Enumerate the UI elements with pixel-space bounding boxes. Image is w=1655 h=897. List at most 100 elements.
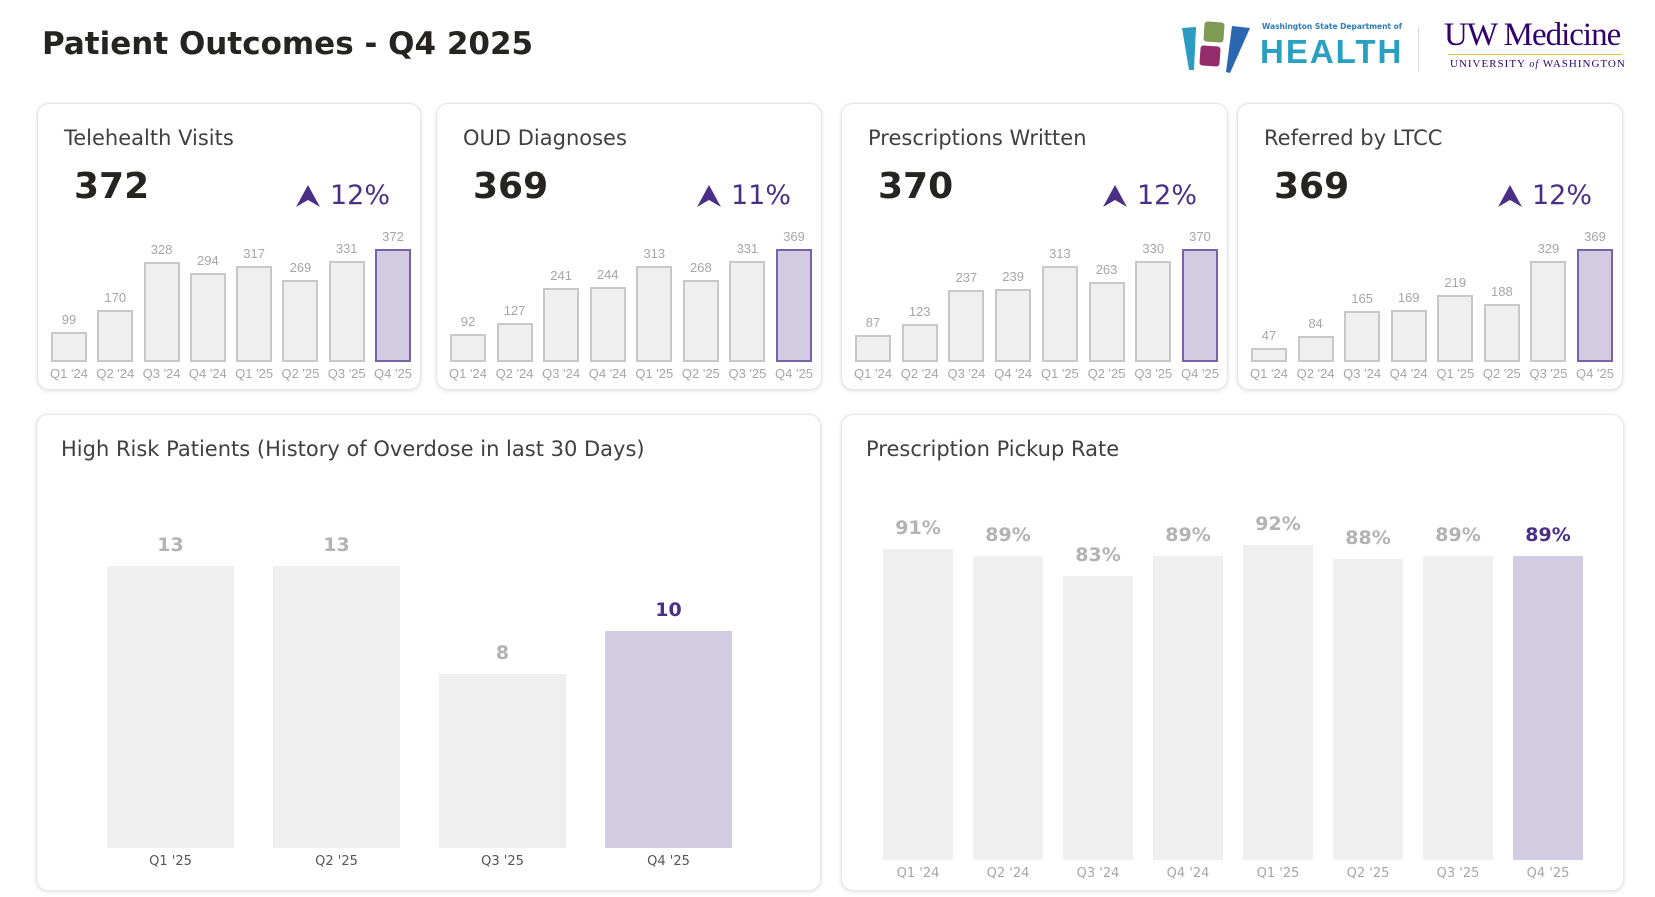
uw-medicine-logo: UW Medicine: [1444, 17, 1621, 53]
data-label: 92%: [1255, 513, 1301, 536]
chart-title: High Risk Patients (History of Overdose …: [61, 437, 645, 461]
category-label: Q1 '24: [50, 366, 88, 381]
category-label: Q3 '25: [728, 366, 767, 381]
category-label: Q4 '24: [994, 366, 1033, 381]
kpi-value: 370: [878, 166, 954, 207]
bar: [1182, 249, 1218, 362]
kpi-delta-value: 11%: [730, 180, 791, 211]
data-label: 89%: [1165, 523, 1211, 546]
kpi-title: Referred by LTCC: [1264, 126, 1443, 150]
kpi-card-prescriptions-written: Prescriptions Written 370 12% 87 Q1 '24 12…: [841, 103, 1228, 390]
bar: [1251, 347, 1287, 362]
data-label: 88%: [1345, 527, 1391, 550]
data-label: 313: [1048, 246, 1071, 262]
bar: [636, 266, 673, 362]
data-label: 87: [865, 315, 881, 331]
data-label: 369: [1584, 229, 1606, 244]
doh-health-text: HEALTH: [1260, 33, 1404, 70]
category-label: Q3 '25: [481, 854, 524, 869]
data-label: 84: [1308, 316, 1323, 332]
data-label: 244: [596, 267, 619, 283]
data-label: 92: [460, 313, 476, 329]
category-label: Q2 '25: [1482, 366, 1521, 381]
category-label: Q2 '24: [986, 866, 1030, 881]
category-label: Q3 '25: [1436, 866, 1480, 881]
kpi-delta-value: 12%: [1136, 180, 1197, 211]
data-label: 268: [689, 259, 712, 275]
data-label: 165: [1351, 291, 1373, 307]
bar: [1135, 261, 1172, 362]
bar: [776, 249, 812, 362]
kpi-card-oud-diagnoses: OUD Diagnoses 369 11% 92 Q1 '24 127 Q2 '24 2…: [436, 103, 822, 390]
bar: [97, 310, 134, 362]
data-label: 89%: [1525, 523, 1571, 546]
category-label: Q2 '24: [1296, 366, 1335, 381]
bar: [883, 548, 953, 860]
data-label: 99: [61, 311, 77, 327]
bar: [1513, 555, 1583, 860]
bar: [543, 288, 580, 362]
bar: [107, 566, 234, 848]
kpi-delta: 12%: [1497, 180, 1592, 211]
data-label: 8: [495, 642, 510, 665]
data-label: 241: [550, 268, 572, 284]
data-label: 372: [382, 229, 404, 244]
bar: [973, 555, 1043, 860]
bar: [273, 566, 400, 848]
category-label: Q4 '25: [775, 366, 813, 381]
page-title: Patient Outcomes - Q4 2025: [42, 26, 534, 62]
bar: [1423, 555, 1493, 860]
data-label: 369: [783, 229, 805, 244]
arrow-up-icon: [696, 184, 721, 207]
data-label: 47: [1261, 327, 1277, 343]
category-label: Q3 '24: [542, 366, 581, 381]
bar: [1577, 249, 1613, 362]
kpi-value: 369: [473, 166, 549, 207]
data-label: 169: [1397, 290, 1420, 306]
bar: [51, 331, 87, 362]
data-label: 329: [1537, 241, 1560, 257]
bar: [729, 260, 766, 362]
kpi-trend-chart: 47 Q1 '24 84 Q2 '24 165 Q3 '24 169 Q4 '24 219 Q1 …: [1238, 104, 1624, 391]
arrow-up-icon: [1497, 184, 1522, 207]
data-label: 239: [1002, 269, 1024, 284]
data-label: 91%: [895, 516, 941, 539]
kpi-card-referred-by-ltcc: Referred by LTCC 369 12% 47 Q1 '24 84 Q2 '2…: [1237, 103, 1623, 390]
category-label: Q3 '25: [1529, 366, 1568, 381]
data-label: 263: [1095, 261, 1118, 277]
bar: [189, 272, 226, 362]
category-label: Q2 '25: [281, 366, 320, 381]
high-risk-chart: 13 Q1 '25 13 Q2 '25 8 Q3 '25 10 Q4 '25: [37, 415, 822, 892]
category-label: Q2 '24: [495, 366, 534, 381]
doh-logo-icon: [1182, 21, 1250, 73]
data-label: 313: [643, 246, 666, 262]
category-label: Q4 '25: [374, 366, 412, 381]
category-label: Q4 '24: [588, 366, 627, 381]
bar: [1344, 311, 1381, 362]
category-label: Q4 '25: [1181, 366, 1219, 381]
data-label: 331: [335, 241, 358, 257]
pickup-rate-chart: 91% Q1 '24 89% Q2 '24 83% Q3 '24 89% Q4 '24 92% Q…: [842, 415, 1625, 892]
kpi-trend-chart: 92 Q1 '24 127 Q2 '24 241 Q3 '24 244 Q4 '24 313 Q1…: [437, 104, 823, 391]
data-label: 89%: [985, 523, 1031, 546]
data-label: 123: [908, 304, 931, 320]
bar: [995, 289, 1032, 362]
bar: [282, 280, 319, 362]
bar: [1243, 545, 1313, 860]
bar: [1437, 294, 1474, 362]
category-label: Q1 '25: [1436, 366, 1475, 381]
high-risk-card: High Risk Patients (History of Overdose …: [36, 414, 821, 891]
data-label: 269: [289, 260, 312, 276]
bar: [1088, 281, 1125, 362]
data-label: 330: [1142, 241, 1165, 257]
logo-divider: [1418, 26, 1419, 72]
kpi-value: 372: [74, 166, 150, 207]
bar: [1333, 559, 1403, 860]
category-label: Q1 '24: [896, 866, 940, 881]
pickup-rate-card: Prescription Pickup Rate 91% Q1 '24 89% Q2 …: [841, 414, 1624, 891]
data-label: 294: [196, 252, 219, 268]
category-label: Q1 '25: [235, 366, 274, 381]
kpi-trend-chart: 87 Q1 '24 123 Q2 '24 237 Q3 '24 239 Q4 '24 313 Q1…: [842, 104, 1229, 391]
doh-subtitle: Washington State Department of: [1262, 22, 1403, 31]
category-label: Q2 '24: [96, 366, 135, 381]
